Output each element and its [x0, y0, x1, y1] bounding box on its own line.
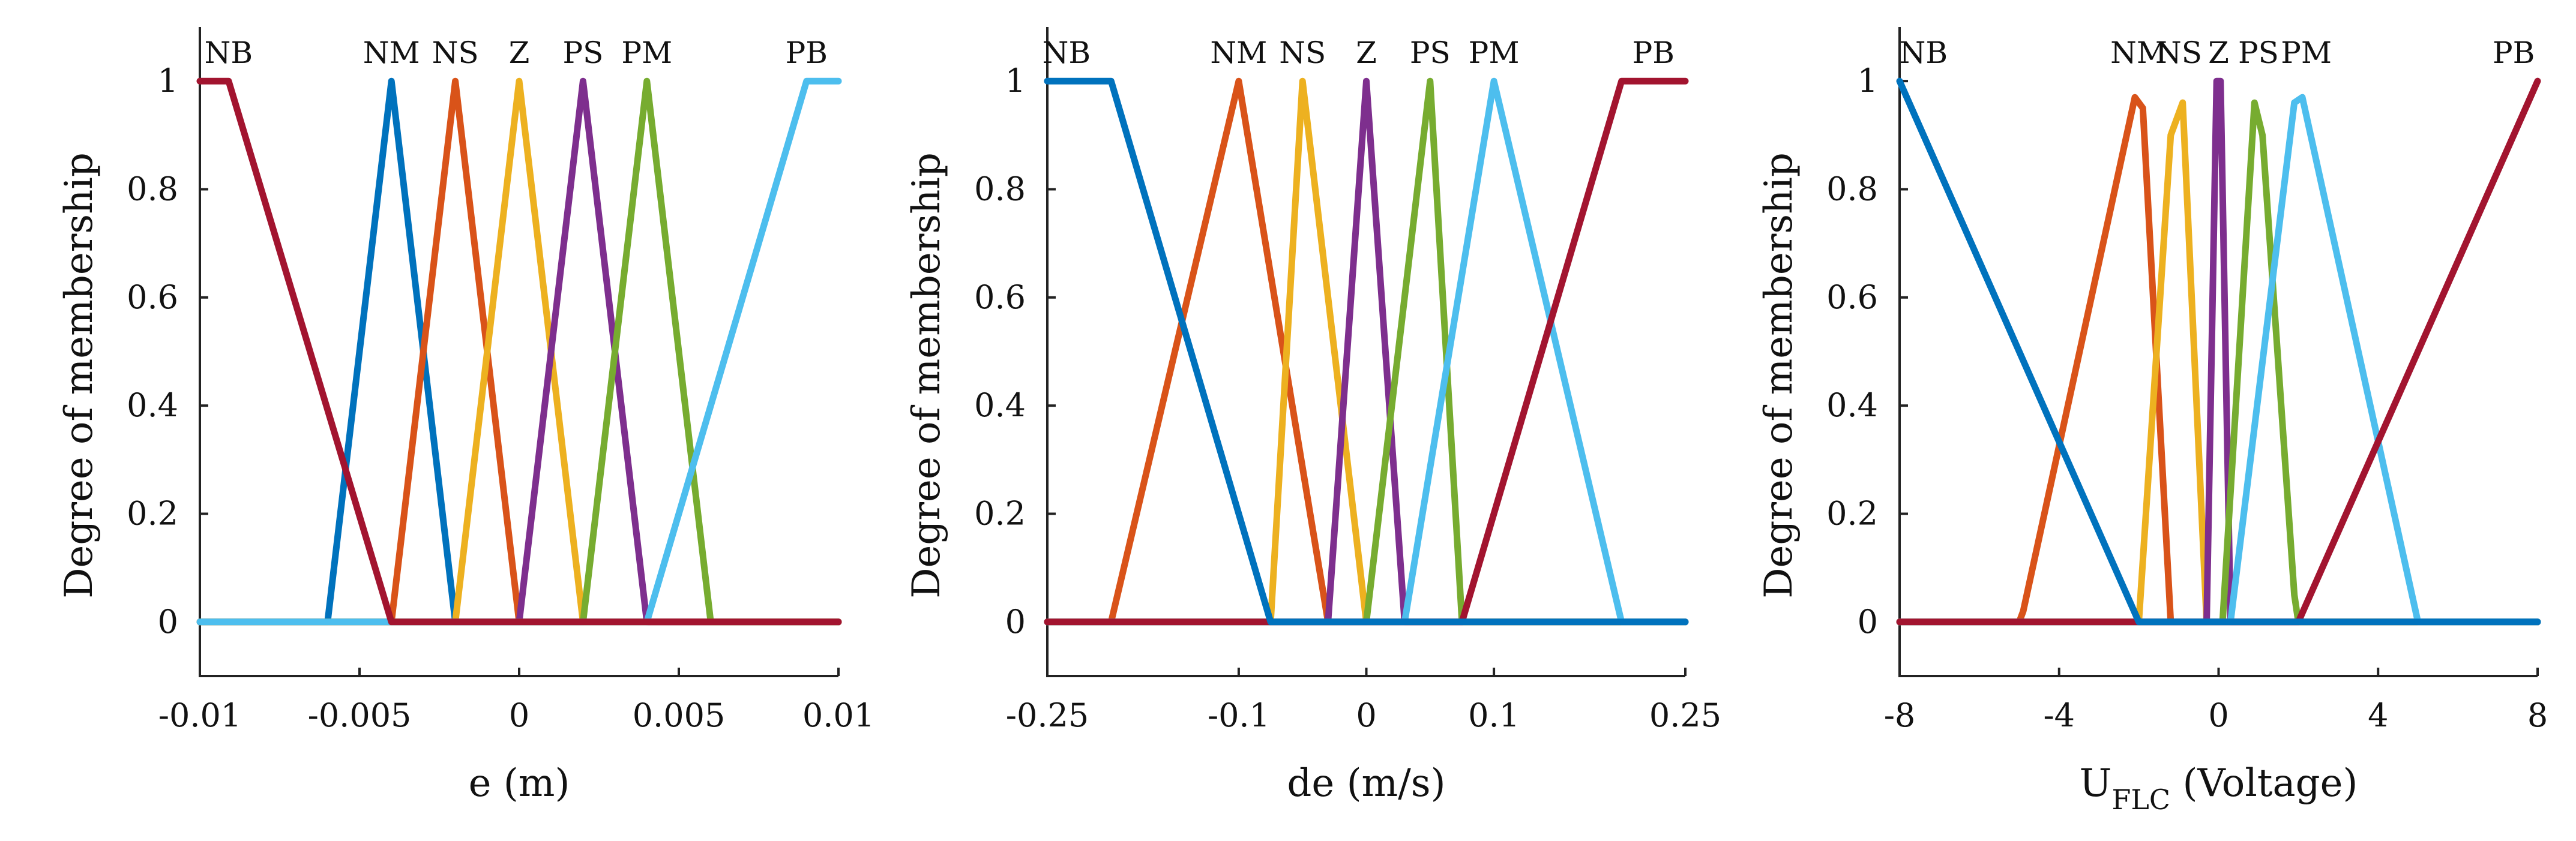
- y-tick-label: 1: [1858, 62, 1878, 100]
- x-axis-title-subscript: FLC: [2111, 783, 2170, 816]
- x-tick-label: 8: [2527, 696, 2548, 734]
- x-tick-label: 0: [2208, 696, 2228, 734]
- y-axis-title: Degree of membership: [904, 152, 949, 599]
- x-tick-label: -0.005: [308, 696, 412, 734]
- mf-curve-ns: [1044, 77, 1689, 626]
- y-tick-label: 0.6: [974, 278, 1026, 316]
- mf-label-ns: NS: [2155, 35, 2202, 70]
- chart-panel-e: 0 0.2 0.4 0.6 0.8 1 -0.01 -0.005 0 0.005 0.01 NB NM N…: [57, 27, 874, 806]
- x-tick-label: 0.1: [1468, 696, 1520, 734]
- mf-label-nb: NB: [1043, 35, 1091, 70]
- mf-label-nm: NM: [2110, 35, 2167, 70]
- mf-curve-ps: [1896, 99, 2541, 626]
- x-axis-title-main: U: [2080, 761, 2112, 806]
- mf-curve-pb: [196, 77, 842, 626]
- y-tick-label: 0.8: [1826, 170, 1878, 208]
- mf-label-nb: NB: [1900, 35, 1948, 70]
- y-tick-label: 0.4: [127, 386, 178, 424]
- x-axis-title-main: de (m/s): [1287, 761, 1445, 806]
- mf-curve-nm: [196, 77, 842, 626]
- x-tick-label: 0: [509, 696, 529, 734]
- y-tick-label: 1: [158, 62, 178, 100]
- mf-label-nb: NB: [205, 35, 253, 70]
- mf-curve-nb: [196, 77, 842, 626]
- y-tick-label: 0.8: [127, 170, 178, 208]
- x-tick-label: -0.01: [158, 696, 241, 734]
- mf-label-ps: PS: [2238, 35, 2279, 70]
- y-tick-label: 0.2: [1826, 495, 1878, 533]
- x-tick-label: 4: [2368, 696, 2388, 734]
- y-tick-label: 0: [1005, 603, 1026, 641]
- mf-curve-pb: [1044, 77, 1689, 626]
- mf-curve-z: [196, 77, 842, 626]
- mf-label-z: Z: [1356, 35, 1377, 70]
- x-tick-label: -0.25: [1006, 696, 1089, 734]
- mf-label-nm: NM: [1210, 35, 1267, 70]
- y-axis-title: Degree of membership: [1757, 152, 1801, 599]
- mf-label-pm: PM: [621, 35, 672, 70]
- x-tick-label: -8: [1884, 696, 1916, 734]
- x-tick-label: 0.01: [802, 696, 874, 734]
- x-axis-title: e (m): [469, 761, 570, 806]
- y-tick-label: 0.4: [974, 386, 1026, 424]
- mf-label-ns: NS: [432, 35, 479, 70]
- mf-curve-ns: [1896, 99, 2541, 626]
- mf-curve-nb: [1896, 77, 2541, 626]
- mf-label-ps: PS: [562, 35, 603, 70]
- mf-curve-z: [1896, 77, 2541, 626]
- y-tick-label: 0: [158, 603, 178, 641]
- mf-curve-pm: [1044, 77, 1689, 626]
- chart-panel-de: 0 0.2 0.4 0.6 0.8 1 -0.25 -0.1 0 0.1 0.25 NB NM NS Z PS…: [904, 27, 1721, 806]
- mf-label-ns: NS: [1279, 35, 1326, 70]
- x-tick-label: 0.005: [633, 696, 726, 734]
- mf-curve-pm: [196, 77, 842, 626]
- y-axis-title: Degree of membership: [57, 152, 101, 599]
- y-tick-label: 0.6: [127, 278, 178, 316]
- y-tick-label: 0.2: [127, 495, 178, 533]
- mf-curve-ps: [1044, 77, 1689, 626]
- mf-curve-nb: [1044, 77, 1689, 626]
- mf-label-nm: NM: [363, 35, 420, 70]
- y-tick-label: 0.2: [974, 495, 1026, 533]
- mf-label-pm: PM: [1469, 35, 1520, 70]
- mf-label-pm: PM: [2281, 35, 2332, 70]
- y-tick-label: 0.8: [974, 170, 1026, 208]
- mf-label-pb: PB: [1633, 35, 1675, 70]
- x-tick-label: 0.25: [1649, 696, 1721, 734]
- x-axis-title: de (m/s): [1287, 761, 1445, 806]
- x-tick-label: -0.1: [1208, 696, 1270, 734]
- x-axis-title-main: e (m): [469, 761, 570, 806]
- mf-curve-nm: [1896, 94, 2541, 626]
- mf-curve-ps: [196, 77, 842, 626]
- axis-frame: [199, 27, 838, 677]
- mf-curve-ns: [196, 77, 842, 626]
- y-tick-label: 0: [1858, 603, 1878, 641]
- y-tick-label: 1: [1005, 62, 1026, 100]
- mf-label-pb: PB: [786, 35, 828, 70]
- x-axis-title-suffix: (Voltage): [2170, 761, 2358, 806]
- mf-curve-nm: [1044, 77, 1689, 626]
- x-tick-label: 0: [1356, 696, 1376, 734]
- mf-label-ps: PS: [1410, 35, 1451, 70]
- mf-curve-z: [1044, 77, 1689, 626]
- mf-curve-pb: [1896, 77, 2541, 626]
- mf-label-z: Z: [509, 35, 530, 70]
- x-tick-label: -4: [2043, 696, 2075, 734]
- mf-label-pb: PB: [2493, 35, 2535, 70]
- y-tick-label: 0.4: [1826, 386, 1878, 424]
- y-tick-label: 0.6: [1826, 278, 1878, 316]
- mf-label-z: Z: [2208, 35, 2229, 70]
- x-axis-title: UFLC (Voltage): [2080, 761, 2358, 816]
- mf-curve-pm: [1896, 94, 2541, 626]
